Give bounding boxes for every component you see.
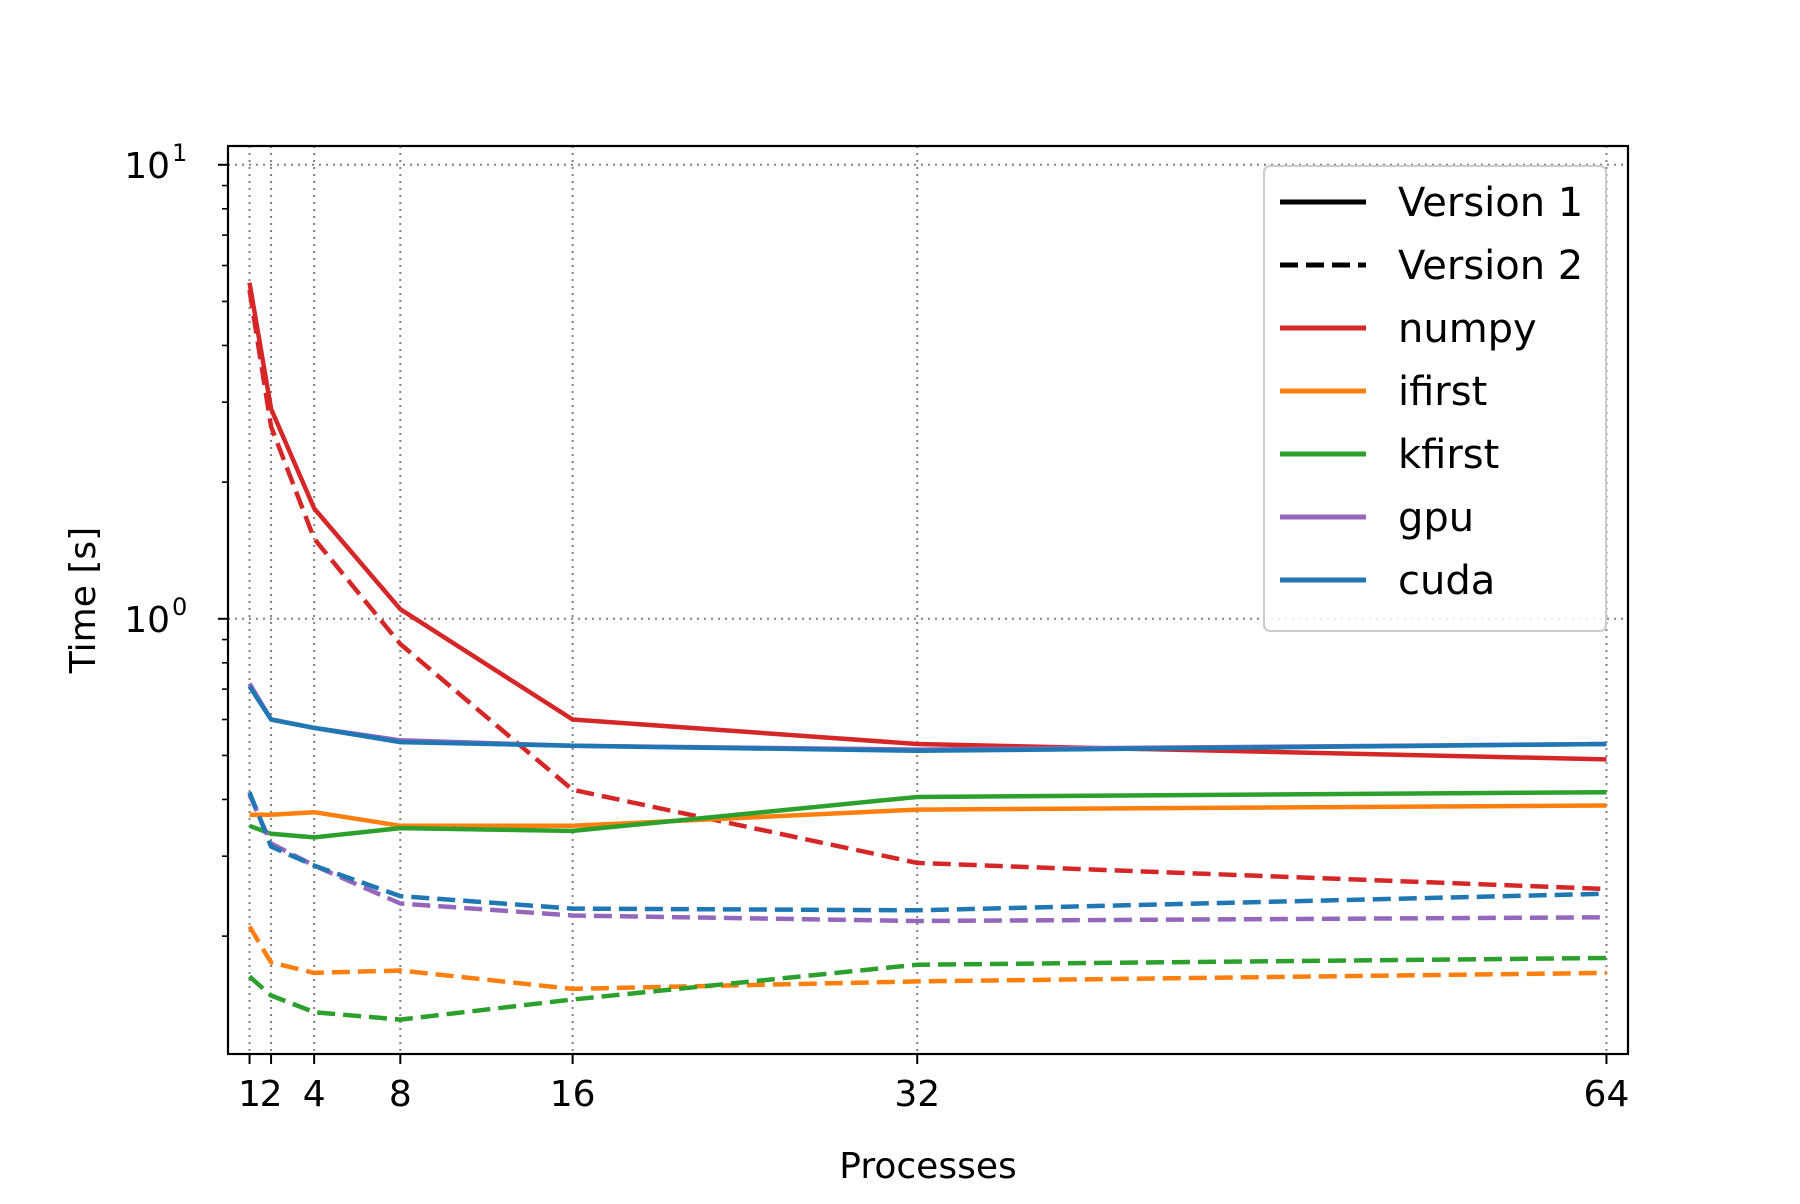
x-tick-label: 32 (894, 1074, 940, 1115)
x-tick-label: 16 (550, 1074, 596, 1115)
x-tick-label: 2 (260, 1074, 283, 1115)
series-line-numpy-v1 (247, 282, 1607, 762)
series-line-ifirst-v2 (247, 925, 1607, 992)
plot-frame (226, 144, 1630, 1056)
series-line-kfirst-v1 (248, 789, 1607, 840)
legend-label: kfirst (1398, 432, 1499, 478)
legend-label: ifirst (1398, 369, 1487, 415)
series-line-cuda-v1 (247, 685, 1607, 754)
x-axis-title: Processes (839, 1146, 1016, 1187)
series-line-cuda-v2 (247, 791, 1607, 913)
y-tick-label: 10 (124, 600, 170, 641)
x-tick-label: 8 (389, 1074, 412, 1115)
x-tick-label: 64 (1584, 1074, 1630, 1115)
series-line-numpy-v2 (247, 289, 1607, 892)
y-tick-label: 10 (124, 146, 170, 187)
legend-label: gpu (1398, 495, 1474, 541)
legend-label: numpy (1398, 306, 1537, 352)
legend-label: cuda (1398, 558, 1495, 604)
legend-label: Version 1 (1398, 180, 1583, 226)
series-line-ifirst-v1 (249, 803, 1607, 829)
x-tick-label: 4 (303, 1074, 326, 1115)
legend: Version 1 Version 2 numpy ifirst kfirst gpu cu… (1263, 165, 1607, 632)
y-tick-exponent: 1 (172, 139, 187, 167)
y-axis-title: Time [s] (63, 527, 104, 674)
y-tick-exponent: 0 (172, 593, 187, 621)
series-line-kfirst-v2 (248, 955, 1607, 1022)
legend-label: Version 2 (1398, 243, 1583, 289)
x-tick-label: 1 (238, 1074, 261, 1115)
series-lines (247, 282, 1607, 1022)
